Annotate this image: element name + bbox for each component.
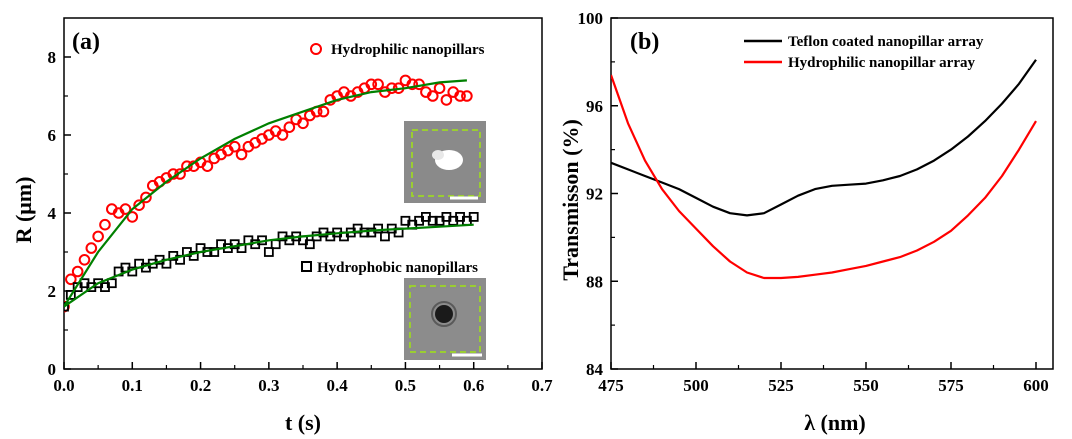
y-tick-label: 0	[48, 360, 57, 379]
y-tick-label: 8	[48, 48, 57, 67]
legend-marker	[310, 43, 322, 55]
legend-hydrophilic: Hydrophilic nanopillar array	[744, 55, 975, 71]
legend-label: Hydrophilic nanopillars	[331, 42, 485, 58]
point-hydrophilic	[71, 265, 84, 278]
x-tick-label: 525	[768, 376, 794, 395]
x-tick-label: 550	[853, 376, 879, 395]
data-lines	[611, 59, 1037, 280]
point-hydrophobic	[64, 301, 69, 312]
y-tick-label: 92	[586, 185, 603, 204]
y-ticks: 0 2 4 6 8	[48, 48, 71, 379]
x-axis-title: t (s)	[285, 410, 321, 435]
point-hydrophilic	[440, 94, 453, 106]
point-hydrophilic	[140, 191, 152, 204]
point-hydrophilic	[133, 199, 145, 211]
y-tick-label: 100	[578, 9, 604, 28]
x-tick-label: 0.4	[327, 376, 349, 395]
panel-label: (a)	[72, 29, 100, 55]
y-tick-label: 96	[586, 97, 603, 116]
series-line-teflon	[611, 59, 1037, 217]
fit-line	[64, 79, 467, 308]
point-hydrophilic	[174, 168, 186, 180]
point-hydrophobic	[380, 231, 390, 242]
point-hydrophilic	[92, 230, 104, 243]
point-hydrophilic	[99, 218, 111, 231]
legend: Teflon coated nanopillar array Hydrophil…	[744, 34, 984, 71]
point-hydrophilic	[78, 253, 91, 266]
legend-marker	[301, 261, 312, 272]
x-tick-label: 575	[938, 376, 964, 395]
y-tick-label: 2	[48, 282, 57, 301]
point-hydrophilic	[454, 90, 466, 102]
point-hydrophilic	[235, 148, 248, 161]
y-ticks: 84 88 92 96 100	[578, 9, 618, 379]
y-tick-label: 4	[48, 204, 57, 223]
x-tick-label: 0.6	[463, 376, 484, 395]
x-ticks: 475 500 525 550 575 600	[598, 362, 1049, 395]
series-line-hydrophilic	[611, 74, 1037, 280]
x-tick-label: 0.1	[122, 376, 143, 395]
panel-a: 0 2 4 6 8 0.0 0.1 0.2 0.3 0.4 0.5 0.6 0.7 (a) t (s)…	[11, 17, 553, 435]
point-hydrophilic	[181, 160, 193, 172]
point-hydrophilic	[228, 140, 241, 153]
x-ticks: 0.0 0.1 0.2 0.3 0.4 0.5 0.6 0.7	[53, 362, 553, 395]
panel-b: 84 88 92 96 100 475 500 525 550 575 600 (b) λ (nm…	[558, 9, 1054, 435]
x-tick-label: 500	[683, 376, 709, 395]
point-hydrophilic	[201, 160, 214, 172]
y-axis-title: Transmisson (%)	[558, 119, 583, 281]
x-tick-label: 0.2	[190, 376, 211, 395]
point-hydrophilic	[317, 105, 330, 118]
point-hydrophilic	[372, 78, 384, 91]
point-hydrophilic	[297, 117, 309, 130]
x-axis-title: λ (nm)	[804, 410, 866, 435]
x-tick-label: 475	[598, 376, 624, 395]
point-hydrophilic	[276, 129, 289, 141]
y-tick-label: 6	[48, 126, 57, 145]
legend-label: Hydrophilic nanopillar array	[788, 55, 975, 71]
x-tick-label: 0.5	[395, 376, 416, 395]
point-hydrophilic	[406, 78, 419, 91]
x-tick-label: 600	[1023, 376, 1049, 395]
point-hydrophobic	[263, 247, 274, 257]
inset-hydrophilic-image	[404, 121, 486, 203]
point-hydrophilic	[283, 121, 296, 133]
y-axis-title: R (μm)	[11, 177, 36, 244]
point-hydrophobic	[106, 278, 117, 289]
x-tick-label: 0.7	[531, 376, 553, 395]
point-hydrophilic	[65, 273, 77, 286]
point-hydrophobic	[188, 250, 199, 261]
point-hydrophobic	[373, 223, 384, 234]
point-hydrophilic	[119, 203, 132, 215]
x-tick-label: 0.0	[53, 376, 74, 395]
point-hydrophilic	[365, 78, 378, 91]
legend-label: Hydrophobic nanopillars	[317, 260, 478, 276]
fit-line	[64, 223, 474, 308]
y-tick-label: 84	[586, 360, 604, 379]
inset-hydrophobic-image	[404, 278, 486, 360]
legend-hydrophilic: Hydrophilic nanopillars	[310, 42, 485, 58]
point-hydrophobic	[209, 247, 220, 257]
point-hydrophilic	[426, 90, 439, 102]
point-hydrophobic	[270, 239, 281, 250]
point-hydrophilic	[85, 242, 98, 254]
legend-teflon: Teflon coated nanopillar array	[744, 34, 984, 50]
fit-lines	[64, 79, 474, 308]
point-hydrophobic	[427, 215, 438, 226]
panel-label: (b)	[630, 29, 659, 55]
y-tick-label: 88	[586, 272, 603, 291]
x-tick-label: 0.3	[258, 376, 279, 395]
point-hydrophilic	[461, 90, 473, 102]
point-hydrophilic	[433, 82, 446, 94]
point-hydrophobic	[304, 239, 315, 250]
point-hydrophobic	[468, 211, 479, 222]
legend-label: Teflon coated nanopillar array	[788, 34, 984, 50]
point-hydrophobic	[65, 289, 76, 300]
legend-hydrophobic: Hydrophobic nanopillars	[301, 260, 478, 276]
